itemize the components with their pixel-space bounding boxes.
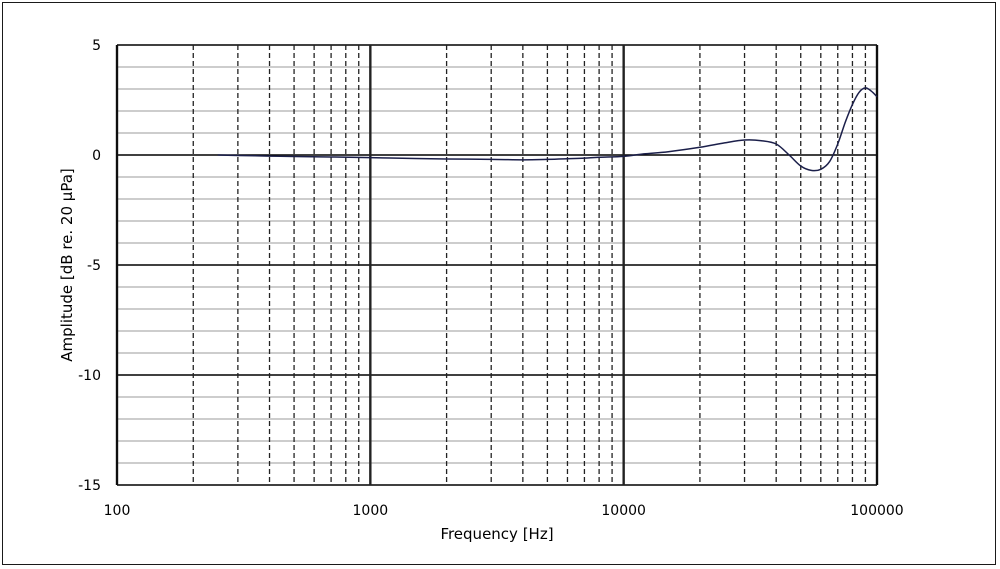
x-tick-label: 10000 bbox=[601, 503, 646, 519]
x-tick-label: 1000 bbox=[353, 503, 389, 519]
y-tick-label: -15 bbox=[78, 478, 101, 494]
series-line bbox=[217, 87, 878, 172]
y-tick-label: 0 bbox=[92, 148, 101, 164]
x-tick-label: 100000 bbox=[850, 503, 903, 519]
series-layer bbox=[217, 87, 878, 172]
y-tick-label: -10 bbox=[78, 368, 101, 384]
y-tick-label: -5 bbox=[87, 258, 101, 274]
y-tick-label: 5 bbox=[92, 38, 101, 54]
x-axis-label: Frequency [Hz] bbox=[440, 525, 553, 543]
y-axis-label: Amplitude [dB re. 20 µPa] bbox=[58, 168, 76, 361]
x-tick-label: 100 bbox=[104, 503, 131, 519]
grid bbox=[115, 44, 879, 486]
